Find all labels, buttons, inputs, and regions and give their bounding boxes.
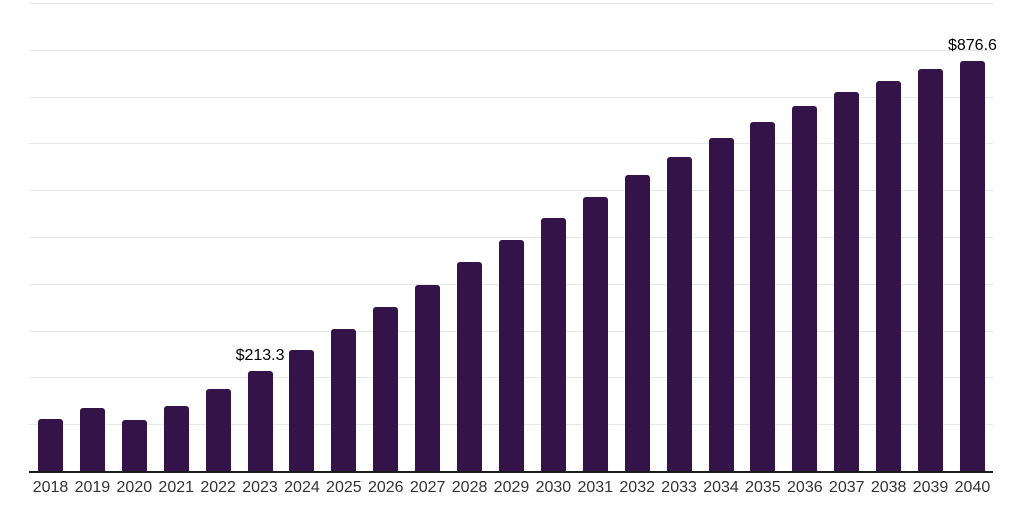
bar-2022 bbox=[205, 389, 231, 471]
x-tick-2029: 2029 bbox=[493, 479, 530, 496]
x-tick-2033: 2033 bbox=[661, 479, 697, 496]
bar-2019 bbox=[79, 407, 105, 471]
gridline-500 bbox=[29, 237, 993, 238]
x-tick-2035: 2035 bbox=[745, 479, 781, 496]
x-tick-2020: 2020 bbox=[116, 479, 153, 496]
x-tick-2026: 2026 bbox=[367, 479, 404, 496]
bar-2031 bbox=[582, 196, 608, 471]
x-tick-2019: 2019 bbox=[74, 479, 111, 496]
bar-2030 bbox=[540, 217, 566, 471]
bar-2036 bbox=[792, 106, 818, 471]
bar-2029 bbox=[498, 239, 524, 471]
x-axis-labels: 2018 2019 2020 2021 2022 2023 2024 2025 2026 2027… bbox=[29, 479, 993, 497]
bar-2038 bbox=[876, 81, 902, 471]
x-tick-2025: 2025 bbox=[326, 479, 362, 496]
bar-2023: $213.3 bbox=[236, 347, 285, 471]
x-tick-2027: 2027 bbox=[409, 479, 446, 496]
x-tick-2040: 2040 bbox=[954, 479, 991, 496]
bar-2033 bbox=[666, 157, 692, 471]
x-tick-2038: 2038 bbox=[870, 479, 907, 496]
bar-2027 bbox=[415, 285, 441, 471]
bar-2021 bbox=[163, 405, 189, 471]
bar-2035 bbox=[750, 121, 776, 471]
bar-2025 bbox=[331, 329, 357, 471]
x-tick-2028: 2028 bbox=[451, 479, 488, 496]
bar-2024 bbox=[289, 349, 315, 471]
bar-2034 bbox=[708, 137, 734, 471]
bar-2032 bbox=[624, 174, 650, 471]
bar-2039 bbox=[918, 69, 944, 471]
x-tick-2032: 2032 bbox=[619, 479, 655, 496]
gridline-600 bbox=[29, 190, 993, 192]
x-tick-2031: 2031 bbox=[577, 479, 614, 496]
bar-2037 bbox=[834, 91, 860, 471]
bars-row: $213.3 $876.6 bbox=[29, 3, 997, 471]
bar-2040: $876.6 bbox=[948, 37, 997, 471]
bar-2026 bbox=[373, 307, 399, 471]
x-tick-2036: 2036 bbox=[787, 479, 823, 496]
gridline-900 bbox=[29, 49, 993, 51]
value-label-2023: $213.3 bbox=[235, 347, 285, 365]
value-label-2040: $876.6 bbox=[947, 36, 997, 54]
bar-2028 bbox=[457, 261, 483, 471]
bar-2020 bbox=[121, 420, 147, 471]
x-tick-2024: 2024 bbox=[284, 479, 320, 496]
x-tick-2034: 2034 bbox=[703, 479, 739, 496]
x-tick-2022: 2022 bbox=[200, 479, 236, 496]
gridline-700 bbox=[29, 143, 993, 145]
x-tick-2030: 2030 bbox=[535, 479, 572, 496]
plot-area: $213.3 $876.6 bbox=[29, 3, 997, 473]
x-tick-2039: 2039 bbox=[912, 479, 949, 496]
gridline-1000 bbox=[29, 3, 993, 4]
x-tick-2021: 2021 bbox=[158, 479, 195, 496]
bar-2018 bbox=[38, 419, 63, 471]
x-tick-2023: 2023 bbox=[242, 479, 278, 496]
gridline-800 bbox=[29, 96, 993, 98]
x-tick-2037: 2037 bbox=[828, 479, 865, 496]
x-tick-2018: 2018 bbox=[32, 479, 69, 496]
